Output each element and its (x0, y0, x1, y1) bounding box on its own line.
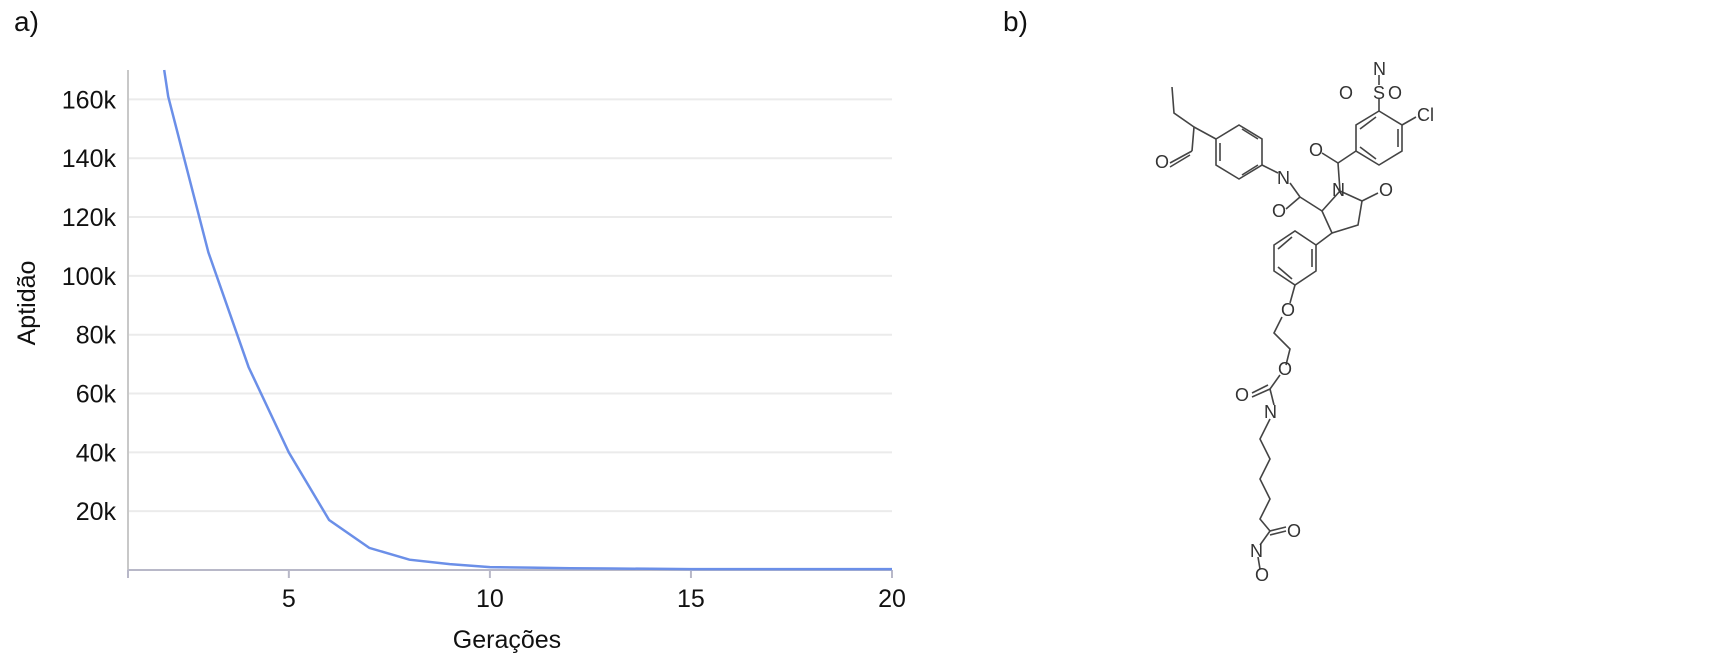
y-tick-label: 100k (62, 263, 117, 291)
atom-label: N (1332, 180, 1345, 200)
y-tick-label: 60k (76, 381, 117, 409)
atom-label: O (1379, 180, 1393, 200)
atom-label: O (1278, 359, 1292, 379)
atom-label: O (1287, 521, 1301, 541)
atom-label: O (1235, 385, 1249, 405)
atom-label: O (1281, 300, 1295, 320)
y-tick-label: 160k (62, 86, 117, 114)
y-tick-label: 140k (62, 145, 117, 173)
y-tick-label: 80k (76, 322, 117, 350)
x-tick-label: 20 (878, 585, 906, 613)
atom-label: N (1277, 168, 1290, 188)
atom-label: S (1373, 83, 1385, 103)
chart-grid (128, 98, 892, 513)
chart-axes (127, 70, 893, 578)
atom-label: O (1388, 83, 1402, 103)
atom-label: O (1272, 201, 1286, 221)
y-tick-label: 20k (76, 498, 117, 526)
atom-label: N (1373, 59, 1386, 79)
molecule-bonds (1169, 75, 1417, 570)
y-tick-label: 120k (62, 204, 117, 232)
atom-label: O (1309, 140, 1323, 160)
x-axis-title: Gerações (453, 626, 561, 654)
atom-label: N (1264, 402, 1277, 422)
atom-label: O (1255, 565, 1269, 585)
y-tick-label: 40k (76, 439, 117, 467)
x-tick-label: 15 (677, 585, 705, 613)
chart-ticks: 20k 40k 60k 80k 100k 120k 140k 160k 5 10 15 20 (62, 86, 906, 613)
atom-label: N (1250, 541, 1263, 561)
x-tick-label: 5 (282, 585, 296, 613)
atom-label: O (1155, 152, 1169, 172)
x-tick-label: 10 (476, 585, 504, 613)
atom-label: O (1339, 83, 1353, 103)
atom-label: Cl (1417, 105, 1434, 125)
y-axis-title: Aptidão (13, 261, 41, 346)
panel-label-b: b) (1003, 6, 1028, 37)
panel-label-a: a) (14, 6, 39, 37)
molecule-atoms: N O S O Cl O N O N O O O O O N O N O (1155, 59, 1434, 585)
molecule-structure: N O S O Cl O N O N O O O O O N O N O (1155, 59, 1434, 585)
fitness-line-chart: 20k 40k 60k 80k 100k 120k 140k 160k 5 10 15 20 Gera… (13, 69, 906, 654)
series-line (162, 69, 892, 571)
